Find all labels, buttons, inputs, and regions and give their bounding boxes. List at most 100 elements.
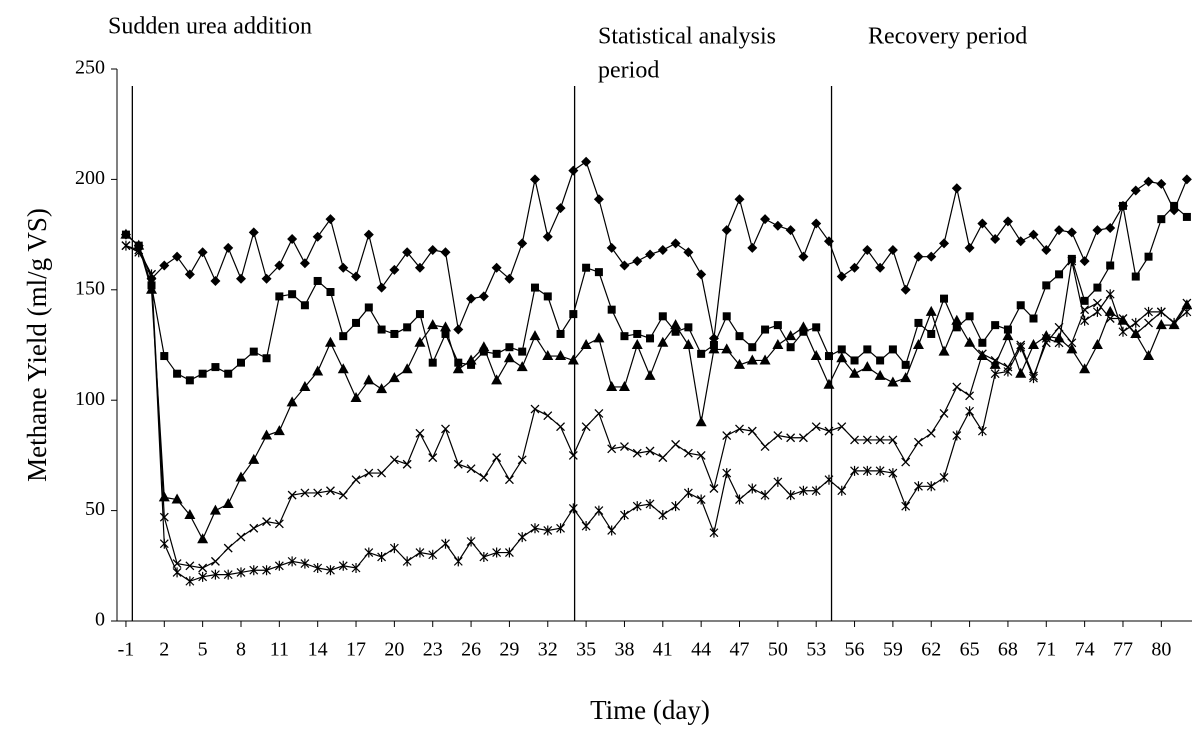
marker [1066,227,1077,238]
marker [172,567,182,578]
marker [645,446,655,456]
marker [1042,281,1051,290]
marker [516,361,528,372]
marker [454,358,463,367]
marker-shape [746,354,758,365]
x-tick-label: 11 [270,639,289,661]
marker-shape [518,347,527,356]
marker [491,262,502,273]
marker-shape [926,481,936,492]
marker-shape [1131,317,1141,328]
marker [286,396,298,407]
series-line [125,245,1188,582]
marker-shape [811,422,821,432]
marker [1106,261,1115,270]
marker [1015,236,1026,247]
marker-shape [1104,305,1116,316]
marker [862,465,872,476]
y-tick-label: 200 [75,167,105,189]
marker [901,501,911,512]
marker [671,439,681,449]
marker [862,245,873,256]
marker [185,561,195,571]
marker-shape [938,345,950,356]
marker-shape [300,488,310,498]
marker-shape [1002,216,1013,227]
marker [377,325,386,334]
marker [504,547,514,558]
x-tick-label: 2 [159,639,169,661]
marker-shape [364,547,374,558]
marker [529,330,541,341]
marker [389,543,399,554]
marker-shape [1105,222,1116,233]
marker-shape [722,431,732,440]
marker [466,536,476,547]
marker [785,225,796,236]
marker [504,273,515,284]
marker-shape [274,560,284,571]
marker-shape [747,426,757,436]
marker [786,490,796,501]
marker [850,465,859,476]
marker [773,321,782,330]
marker-shape [964,242,975,253]
marker [964,336,976,347]
marker-shape [747,242,758,253]
marker-shape [773,431,783,440]
marker-shape [479,473,489,482]
marker [210,556,220,566]
marker-shape [185,576,195,587]
marker [147,269,156,280]
marker [428,453,438,463]
marker-shape [158,491,170,502]
marker-shape [440,247,451,258]
marker [760,490,770,501]
x-axis-label: Time (day) [590,695,710,725]
marker-shape [248,227,259,238]
marker [1157,215,1166,224]
marker [759,354,771,365]
marker [684,323,693,332]
marker [938,345,950,356]
marker-shape [1091,339,1103,349]
marker-shape [748,343,757,352]
marker [503,352,515,363]
marker-shape [1143,176,1154,187]
marker [786,343,795,352]
marker [364,547,374,558]
marker-shape [184,509,196,520]
marker [593,194,604,205]
marker-shape [556,523,565,534]
marker-shape [376,383,388,394]
marker [632,501,642,512]
marker [850,435,860,445]
marker [556,329,565,338]
marker [696,450,706,460]
marker [414,262,425,273]
marker-shape [683,487,693,498]
marker-shape [441,538,450,549]
marker [1055,270,1064,279]
marker-shape [581,156,592,167]
marker-shape [159,512,169,522]
marker-shape [428,358,437,367]
marker [965,312,974,321]
marker [427,245,438,256]
marker-shape [798,251,809,262]
marker [530,283,539,292]
marker [977,218,988,229]
marker [120,228,132,239]
marker [823,378,835,389]
marker-shape [274,519,284,529]
marker [351,271,362,282]
marker-shape [631,339,643,349]
marker [1143,176,1154,187]
marker-shape [377,468,387,478]
marker [377,468,387,478]
marker-shape [913,251,924,262]
marker [1182,212,1191,221]
marker [606,242,617,253]
marker-shape [428,453,438,463]
marker-shape [594,268,603,277]
